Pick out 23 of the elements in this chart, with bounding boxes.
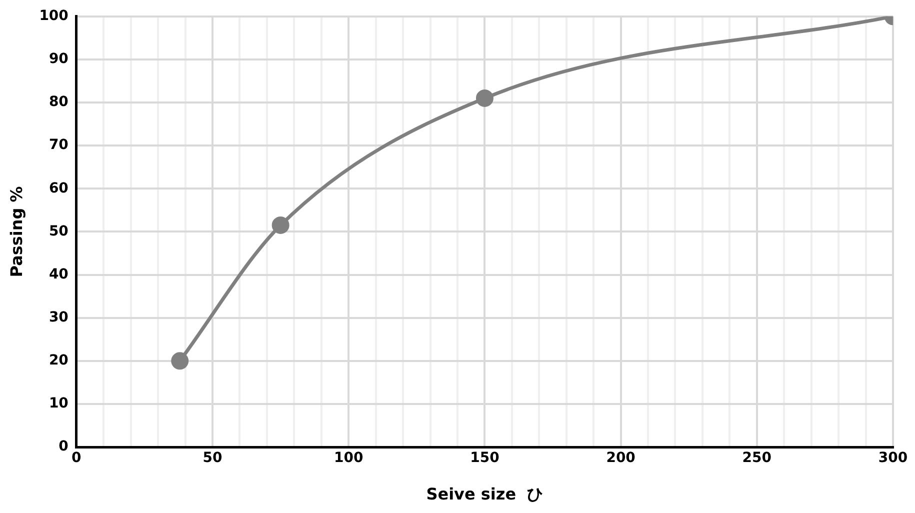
x-tick-label: 100 xyxy=(334,450,364,466)
y-tick-label: 40 xyxy=(48,266,69,282)
point xyxy=(171,352,189,370)
y-tick-label: 60 xyxy=(48,180,69,196)
x-axis-title: Seive size ひ xyxy=(426,484,544,504)
x-tick-label: 150 xyxy=(470,450,500,466)
x-tick-label: 250 xyxy=(742,450,772,466)
y-tick-label: 50 xyxy=(48,223,69,240)
y-tick-label: 10 xyxy=(48,396,69,412)
point xyxy=(272,216,290,234)
x-tick-label: 0 xyxy=(72,450,82,466)
y-axis-title: Passing % xyxy=(6,186,26,278)
y-tick-label: 0 xyxy=(58,438,69,455)
point xyxy=(476,89,494,107)
x-tick-label: 300 xyxy=(878,450,908,466)
y-tick-label: 100 xyxy=(39,8,69,24)
y-tick-label: 30 xyxy=(48,309,69,326)
x-tick-label: 200 xyxy=(606,450,636,466)
y-tick-label: 20 xyxy=(48,352,69,369)
x-tick-label: 50 xyxy=(202,450,223,466)
y-tick-label: 70 xyxy=(48,137,69,154)
y-tick-label: 90 xyxy=(48,51,69,68)
y-tick-label: 80 xyxy=(48,94,69,110)
